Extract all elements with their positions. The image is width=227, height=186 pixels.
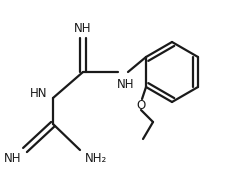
- Text: O: O: [136, 99, 145, 111]
- Text: HN: HN: [30, 86, 47, 100]
- Text: NH: NH: [117, 78, 134, 91]
- Text: NH₂: NH₂: [84, 153, 107, 166]
- Text: NH: NH: [4, 153, 22, 166]
- Text: NH: NH: [74, 22, 91, 34]
